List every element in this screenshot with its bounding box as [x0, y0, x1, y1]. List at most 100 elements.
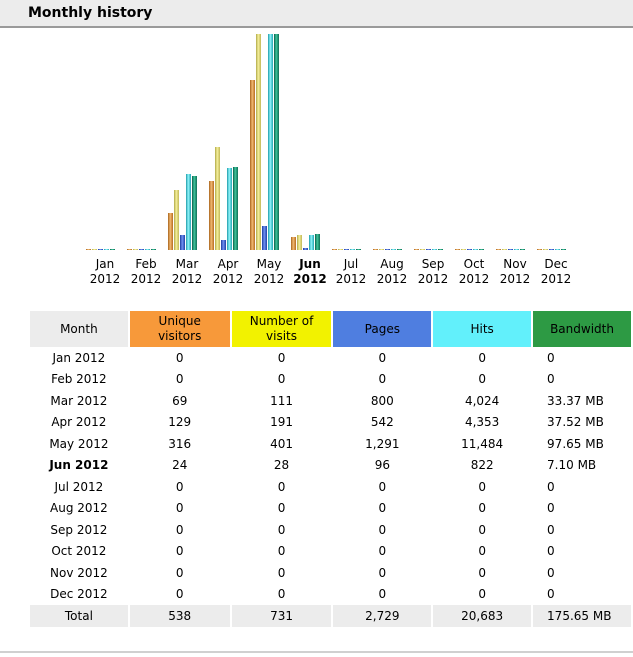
cell-visitors: 0 — [175, 544, 184, 559]
bar-unique-visitors — [127, 249, 132, 250]
table-row: May 2012 316 401 1,291 11,484 97.65 MB — [30, 433, 631, 455]
chart-month-label: Oct 2012 — [458, 257, 490, 286]
cell-pages: 0 — [378, 372, 387, 387]
bar-number-of-visits — [297, 235, 302, 250]
cell-visitors: 24 — [172, 458, 188, 473]
cell-visitors: 0 — [175, 587, 184, 602]
table-row: Oct 2012 0 0 0 0 0 — [30, 541, 631, 563]
chart-month-label: Jan 2012 — [89, 257, 121, 286]
chart-month-label: Mar 2012 — [171, 257, 203, 286]
cell-hits: 0 — [478, 350, 486, 365]
cell-visits: 401 — [270, 436, 293, 451]
cell-hits: 822 — [470, 458, 494, 473]
cell-visitors: 0 — [175, 501, 184, 516]
bar-bandwidth — [356, 249, 361, 250]
cell-visitors: 0 — [175, 350, 184, 365]
cell-visits: 0 — [277, 522, 286, 537]
cell-month: Sep 2012 — [50, 522, 108, 537]
cell-visitors: 0 — [175, 565, 184, 580]
bar-hits — [391, 249, 396, 250]
cell-pages: 0 — [378, 587, 387, 602]
cell-visitors: 0 — [175, 522, 184, 537]
cell-bandwidth: 0 — [547, 522, 555, 537]
bar-number-of-visits — [502, 249, 507, 250]
table-row: Sep 2012 0 0 0 0 0 — [30, 519, 631, 541]
cell-visits: 0 — [277, 501, 286, 516]
bar-number-of-visits — [256, 34, 261, 250]
monthly-history-table: Month Unique visitors Number of visits Pag… — [28, 311, 633, 627]
cell-pages: 0 — [378, 501, 387, 516]
bar-hits — [514, 249, 519, 250]
bar-unique-visitors — [496, 249, 501, 250]
bar-hits — [473, 249, 478, 250]
total-visits: 731 — [231, 605, 332, 627]
bar-hits — [350, 249, 355, 250]
bar-bandwidth — [397, 249, 402, 250]
bar-pages — [549, 249, 554, 250]
table-header-row: Month Unique visitors Number of visits Pag… — [30, 311, 631, 347]
cell-bandwidth: 0 — [547, 372, 555, 387]
cell-month: Mar 2012 — [50, 393, 108, 408]
bar-hits — [309, 235, 314, 250]
cell-pages: 1,291 — [365, 436, 400, 451]
cell-visits: 111 — [270, 393, 293, 408]
bar-unique-visitors — [455, 249, 460, 250]
bar-number-of-visits — [338, 249, 343, 250]
table-row: Nov 2012 0 0 0 0 0 — [30, 562, 631, 584]
chart-month-label: Apr 2012 — [212, 257, 244, 286]
bar-unique-visitors — [414, 249, 419, 250]
cell-visitors: 0 — [175, 479, 184, 494]
cell-month: Jun 2012 — [49, 458, 109, 473]
bar-pages — [426, 249, 431, 250]
cell-pages: 800 — [370, 393, 394, 408]
bar-unique-visitors — [209, 181, 214, 250]
cell-bandwidth: 0 — [547, 587, 555, 602]
cell-month: Apr 2012 — [51, 415, 107, 430]
chart-month-label: Jul 2012 — [335, 257, 367, 286]
cell-bandwidth: 0 — [547, 350, 555, 365]
table-total-row: Total 538 731 2,729 20,683 175.65 MB — [30, 605, 631, 627]
total-visitors: 538 — [129, 605, 230, 627]
chart-month-label: Feb 2012 — [130, 257, 162, 286]
cell-visitors: 69 — [172, 393, 188, 408]
bar-unique-visitors — [332, 249, 337, 250]
cell-pages: 0 — [378, 479, 387, 494]
cell-hits: 11,484 — [461, 436, 504, 451]
bar-hits — [186, 174, 191, 250]
bar-number-of-visits — [543, 249, 548, 250]
bar-number-of-visits — [133, 249, 138, 250]
cell-month: Nov 2012 — [50, 565, 108, 580]
bar-number-of-visits — [461, 249, 466, 250]
col-header-pages: Pages — [333, 311, 432, 347]
bar-bandwidth — [315, 234, 320, 250]
table-row: Mar 2012 69 111 800 4,024 33.37 MB — [30, 390, 631, 412]
bar-unique-visitors — [168, 213, 173, 250]
table-row: Aug 2012 0 0 0 0 0 — [30, 498, 631, 520]
bar-pages — [139, 249, 144, 250]
bottom-divider — [0, 651, 633, 653]
col-header-bandwidth: Bandwidth — [533, 311, 631, 347]
section-title: Monthly history — [28, 5, 153, 21]
cell-pages: 0 — [378, 544, 387, 559]
table-row: Jan 2012 0 0 0 0 0 — [30, 347, 631, 369]
cell-pages: 0 — [378, 350, 387, 365]
total-pages: 2,729 — [333, 605, 432, 627]
bar-pages — [221, 240, 226, 250]
cell-visitors: 316 — [168, 436, 192, 451]
bar-hits — [145, 249, 150, 250]
cell-hits: 0 — [478, 479, 486, 494]
bar-bandwidth — [479, 249, 484, 250]
cell-bandwidth: 0 — [547, 565, 555, 580]
cell-visits: 0 — [277, 565, 286, 580]
table-row: Dec 2012 0 0 0 0 0 — [30, 584, 631, 606]
chart-month-label: Nov 2012 — [499, 257, 531, 286]
cell-visits: 0 — [277, 372, 286, 387]
bar-number-of-visits — [174, 190, 179, 250]
cell-hits: 0 — [478, 372, 486, 387]
cell-hits: 4,353 — [464, 415, 500, 430]
cell-hits: 4,024 — [464, 393, 500, 408]
chart-month-label: Jun 2012 — [293, 257, 327, 286]
cell-pages: 0 — [378, 522, 387, 537]
cell-month: May 2012 — [49, 436, 109, 451]
bar-hits — [227, 168, 232, 250]
